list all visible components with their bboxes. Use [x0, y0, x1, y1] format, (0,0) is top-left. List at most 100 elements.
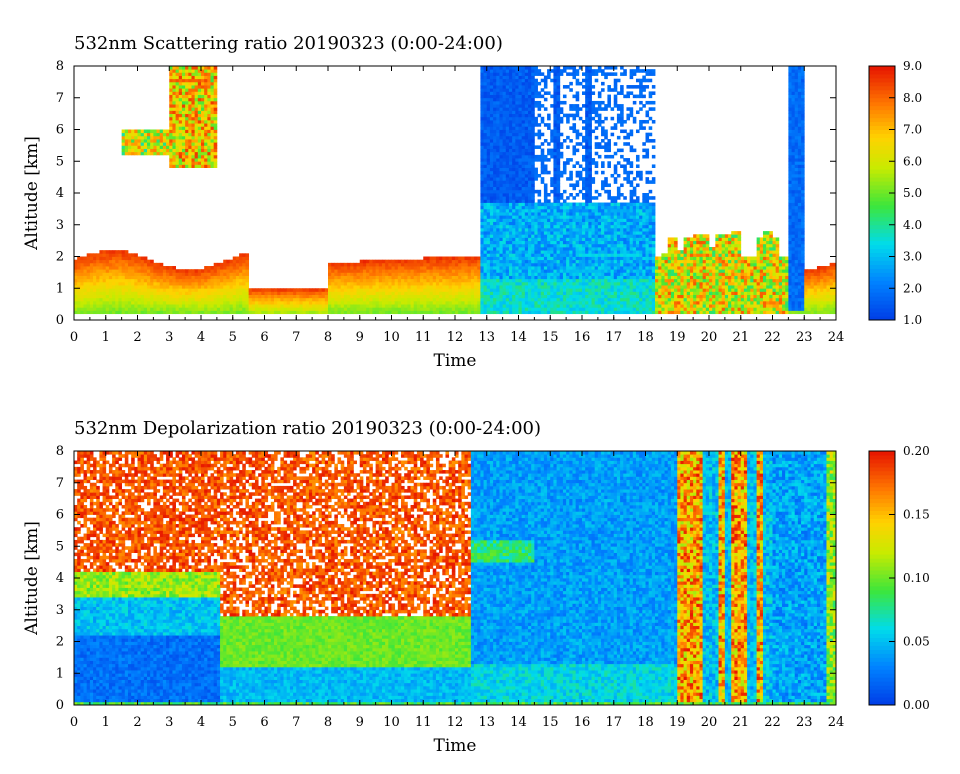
- heatmap-cell: [204, 129, 208, 134]
- heatmap-cell: [127, 142, 132, 146]
- heatmap-cell: [337, 278, 342, 283]
- heatmap-cell: [480, 224, 484, 229]
- heatmap-cell: [108, 300, 113, 305]
- heatmap-cell: [362, 281, 367, 286]
- heatmap-cell: [210, 291, 215, 295]
- heatmap-cell: [127, 300, 132, 305]
- heatmap-cell: [455, 288, 459, 292]
- heatmap-cell: [80, 266, 84, 270]
- heatmap-cell: [521, 256, 526, 261]
- heatmap-cell: [175, 294, 180, 299]
- heatmap-cell: [556, 285, 561, 289]
- heatmap-cell: [550, 237, 554, 242]
- heatmap-cell: [515, 307, 519, 311]
- heatmap-cell: [461, 300, 465, 305]
- heatmap-cell: [156, 262, 161, 267]
- heatmap-cell: [464, 272, 469, 276]
- heatmap-cell: [585, 285, 589, 289]
- heatmap-cell: [226, 285, 230, 289]
- heatmap-cell: [505, 119, 510, 124]
- heatmap-cell: [207, 158, 211, 162]
- heatmap-cell: [210, 164, 215, 168]
- heatmap-cell: [578, 291, 583, 295]
- heatmap-cell: [207, 161, 211, 165]
- heatmap-cell: [528, 104, 532, 108]
- heatmap-cell: [293, 294, 297, 299]
- heatmap-cell: [362, 262, 367, 267]
- heatmap-cell: [578, 177, 583, 181]
- heatmap-cell: [362, 300, 367, 305]
- heatmap-cell: [534, 297, 538, 302]
- heatmap-cell: [175, 66, 180, 70]
- heatmap-cell: [191, 304, 196, 308]
- heatmap-cell: [556, 212, 561, 216]
- heatmap-cell: [401, 300, 405, 305]
- heatmap-cell: [528, 250, 532, 254]
- heatmap-cell: [150, 151, 154, 156]
- heatmap-cell: [502, 202, 507, 207]
- heatmap-cell: [334, 304, 338, 308]
- heatmap-cell: [556, 151, 561, 156]
- heatmap-cell: [480, 126, 484, 130]
- heatmap-cell: [432, 310, 437, 315]
- heatmap-cell: [566, 119, 570, 124]
- heatmap-cell: [578, 116, 583, 121]
- heatmap-cell: [537, 199, 542, 203]
- heatmap-cell: [489, 278, 494, 283]
- heatmap-cell: [86, 307, 91, 311]
- heatmap-cell: [127, 139, 132, 143]
- heatmap-cell: [512, 212, 516, 216]
- heatmap-cell: [150, 297, 154, 302]
- heatmap-cell: [213, 304, 218, 308]
- heatmap-cell: [569, 246, 573, 251]
- heatmap-cell: [534, 256, 538, 261]
- heatmap-cell: [499, 288, 504, 292]
- heatmap-cell: [378, 285, 383, 289]
- heatmap-cell: [131, 310, 135, 315]
- heatmap-cell: [585, 246, 589, 251]
- heatmap-cell: [547, 278, 551, 283]
- heatmap-cell: [489, 256, 494, 261]
- heatmap-cell: [493, 81, 497, 86]
- heatmap-cell: [394, 269, 399, 273]
- heatmap-cell: [566, 310, 570, 315]
- heatmap-cell: [356, 262, 361, 267]
- heatmap-cell: [220, 297, 224, 302]
- heatmap-cell: [499, 310, 504, 315]
- heatmap-cell: [178, 88, 183, 92]
- heatmap-cell: [147, 291, 151, 295]
- heatmap-cell: [496, 186, 500, 191]
- heatmap-cell: [521, 154, 526, 159]
- heatmap-cell: [496, 88, 500, 92]
- heatmap-cell: [328, 310, 332, 315]
- heatmap-cell: [524, 126, 529, 130]
- heatmap-cell: [588, 142, 592, 146]
- heatmap-cell: [489, 139, 494, 143]
- heatmap-cell: [543, 196, 548, 200]
- heatmap-cell: [512, 154, 516, 159]
- heatmap-cell: [502, 196, 507, 200]
- heatmap-cell: [575, 288, 580, 292]
- heatmap-cell: [566, 218, 570, 222]
- heatmap-cell: [588, 148, 592, 153]
- heatmap-cell: [531, 240, 535, 245]
- heatmap-cell: [394, 297, 399, 302]
- heatmap-cell: [150, 285, 154, 289]
- heatmap-cell: [578, 288, 583, 292]
- heatmap-cell: [489, 234, 494, 238]
- heatmap-cell: [140, 135, 145, 140]
- heatmap-cell: [381, 291, 386, 295]
- heatmap-cell: [188, 78, 192, 83]
- heatmap-cell: [588, 224, 592, 229]
- heatmap-cell: [502, 281, 507, 286]
- heatmap-cell: [213, 81, 218, 86]
- heatmap-cell: [562, 170, 567, 175]
- heatmap-cell: [528, 107, 532, 111]
- heatmap-cell: [178, 78, 183, 83]
- heatmap-cell: [413, 278, 418, 283]
- heatmap-cell: [521, 304, 526, 308]
- heatmap-cell: [378, 294, 383, 299]
- heatmap-cell: [239, 310, 243, 315]
- heatmap-cell: [159, 304, 164, 308]
- heatmap-cell: [181, 148, 186, 153]
